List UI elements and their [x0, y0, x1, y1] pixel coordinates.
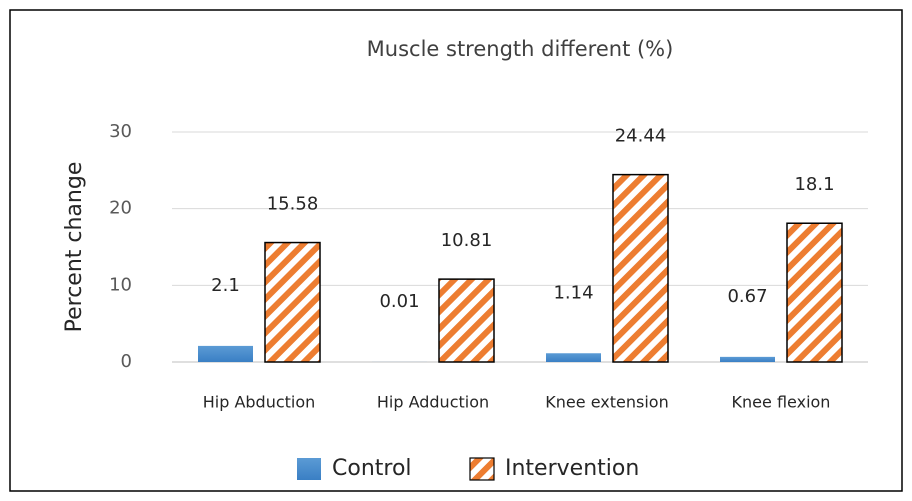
legend-label: Control	[332, 456, 412, 481]
bar	[720, 356, 775, 362]
data-label: 0.67	[727, 286, 767, 307]
y-tick-label: 0	[121, 351, 132, 372]
bar	[438, 278, 495, 363]
y-axis-label: Percent change	[62, 162, 87, 333]
bar	[612, 173, 669, 363]
bar	[264, 241, 321, 363]
data-label: 18.1	[794, 174, 834, 195]
bar	[546, 353, 601, 362]
bar	[198, 345, 253, 362]
x-tick-label: Hip Abduction	[203, 393, 316, 412]
data-label: 24.44	[615, 126, 667, 147]
x-tick-label: Knee flexion	[732, 393, 831, 412]
y-tick-label: 10	[109, 274, 132, 295]
data-label: 15.58	[267, 194, 319, 215]
y-tick-label: 20	[109, 198, 132, 219]
data-label: 1.14	[553, 282, 593, 303]
chart-title: Muscle strength different (%)	[367, 37, 674, 61]
x-tick-label: Hip Adduction	[377, 393, 489, 412]
y-tick-label: 30	[109, 121, 132, 142]
data-label: 10.81	[441, 230, 493, 251]
legend-swatch	[297, 458, 321, 480]
chart-border	[9, 9, 903, 492]
legend-label: Intervention	[505, 456, 639, 481]
bar	[786, 222, 843, 363]
x-tick-label: Knee extension	[545, 393, 668, 412]
data-label: 2.1	[211, 275, 240, 296]
legend-swatch	[469, 457, 495, 481]
data-label: 0.01	[379, 291, 419, 312]
